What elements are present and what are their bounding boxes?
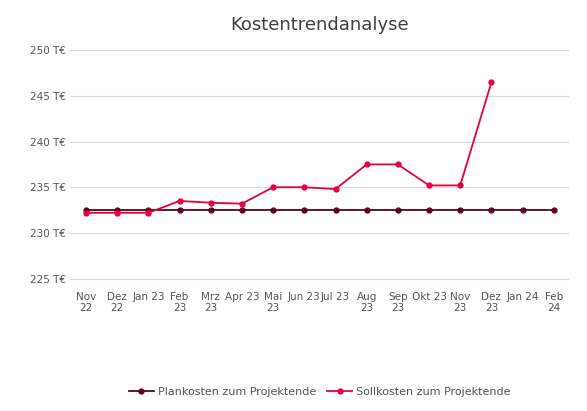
Plankosten zum Projektende [207, 208, 214, 212]
Plankosten zum Projektende [550, 208, 557, 212]
Plankosten zum Projektende [238, 208, 245, 212]
Plankosten zum Projektende [145, 208, 152, 212]
Sollkosten zum Projektende [394, 162, 402, 167]
Plankosten zum Projektende [83, 208, 90, 212]
Title: Kostentrendanalyse: Kostentrendanalyse [231, 16, 409, 34]
Plankosten zum Projektende [519, 208, 526, 212]
Plankosten zum Projektende [269, 208, 276, 212]
Sollkosten zum Projektende [114, 210, 121, 215]
Legend: Plankosten zum Projektende, Sollkosten zum Projektende: Plankosten zum Projektende, Sollkosten z… [129, 387, 511, 397]
Sollkosten zum Projektende [332, 187, 339, 192]
Sollkosten zum Projektende [176, 199, 183, 203]
Sollkosten zum Projektende [83, 210, 90, 215]
Plankosten zum Projektende [394, 208, 402, 212]
Plankosten zum Projektende [301, 208, 308, 212]
Plankosten zum Projektende [488, 208, 495, 212]
Sollkosten zum Projektende [269, 185, 276, 190]
Plankosten zum Projektende [426, 208, 433, 212]
Sollkosten zum Projektende [207, 200, 214, 205]
Line: Plankosten zum Projektende: Plankosten zum Projektende [83, 208, 556, 212]
Line: Sollkosten zum Projektende: Sollkosten zum Projektende [83, 80, 494, 215]
Sollkosten zum Projektende [145, 210, 152, 215]
Sollkosten zum Projektende [363, 162, 370, 167]
Sollkosten zum Projektende [301, 185, 308, 190]
Plankosten zum Projektende [363, 208, 370, 212]
Plankosten zum Projektende [457, 208, 464, 212]
Sollkosten zum Projektende [488, 80, 495, 85]
Plankosten zum Projektende [114, 208, 121, 212]
Plankosten zum Projektende [332, 208, 339, 212]
Plankosten zum Projektende [176, 208, 183, 212]
Sollkosten zum Projektende [457, 183, 464, 188]
Sollkosten zum Projektende [238, 201, 245, 206]
Sollkosten zum Projektende [426, 183, 433, 188]
